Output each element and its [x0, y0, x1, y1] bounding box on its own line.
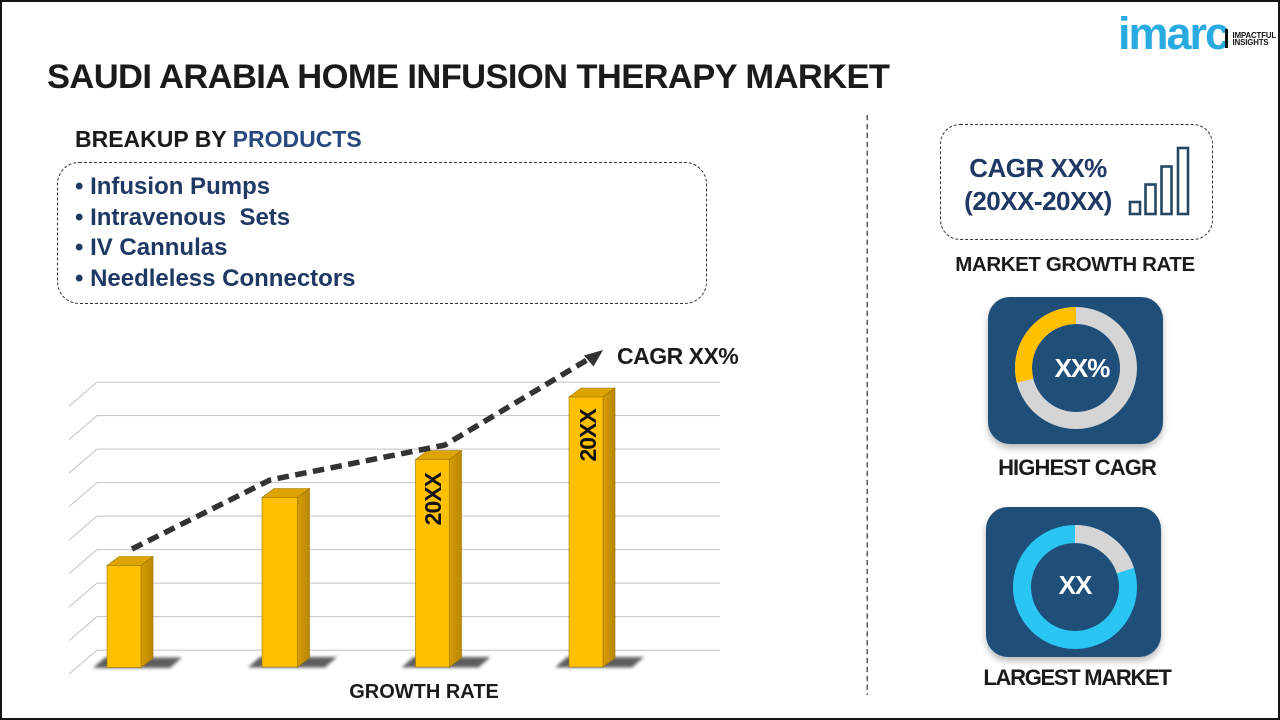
svg-text:CAGR XX%: CAGR XX%: [617, 343, 738, 369]
svg-text:20XX: 20XX: [420, 471, 446, 525]
svg-text:20XX: 20XX: [575, 408, 601, 462]
